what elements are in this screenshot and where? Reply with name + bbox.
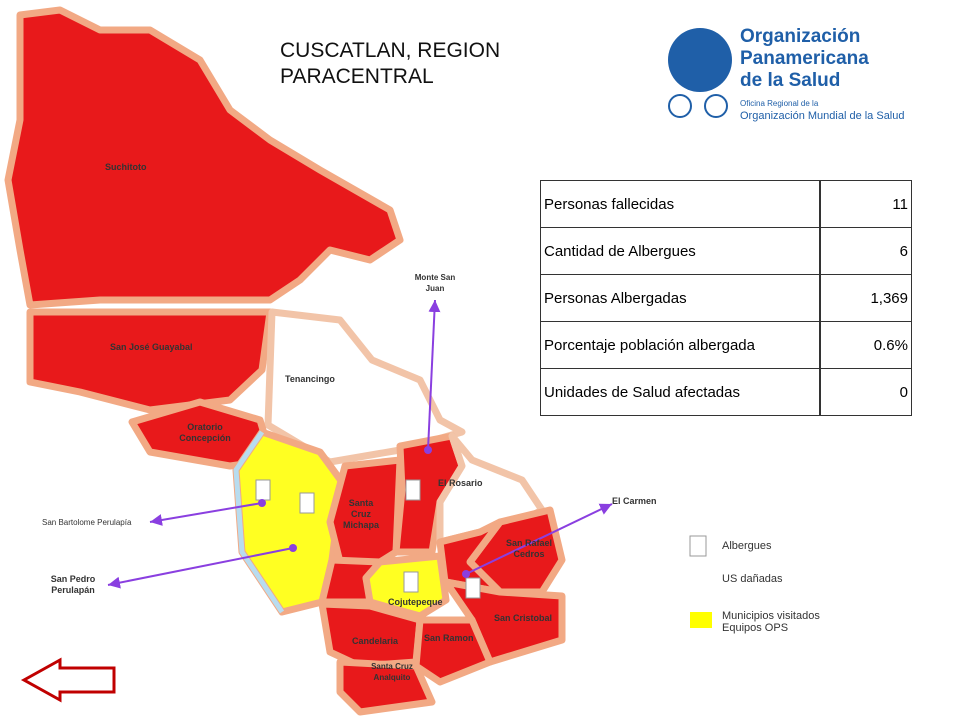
stats-table: Personas fallecidas 11 Cantidad de Albergu…: [540, 180, 912, 416]
shelter-icons: [255, 479, 707, 599]
map-label: San Rafael Cedros: [505, 538, 553, 559]
title: CUSCATLAN, REGION PARACENTRAL: [280, 39, 501, 88]
logo-line: de la Salud: [740, 70, 840, 91]
legend-label: Albergues: [722, 540, 772, 552]
map-label: Tenancingo: [285, 374, 335, 384]
table-row: Unidades de Salud afectadas 0: [540, 368, 912, 416]
map-label: Monte San Juan: [414, 273, 456, 293]
map-label: San Bartolome Perulapía: [42, 518, 132, 527]
map-label: Cojutepeque: [388, 597, 443, 607]
ramon: [412, 616, 494, 686]
map-label: Candelaria: [352, 636, 399, 646]
map-label: San José Guayabal: [110, 342, 193, 352]
logo: Organización Panamericana de la Salud Of…: [665, 20, 927, 125]
value-cell: 0: [819, 368, 912, 416]
table-row: Personas fallecidas 11: [540, 180, 912, 228]
logo-sub: Oficina Regional de la: [740, 99, 819, 108]
legend-label: Municipios visitados Equipos OPS: [722, 610, 820, 634]
arrows: [107, 299, 613, 589]
value-cell: 0.6%: [819, 321, 912, 369]
map-label: Santa Cruz Michapa: [342, 498, 379, 530]
map-label: Suchitoto: [105, 162, 147, 172]
value-cell: 6: [819, 227, 912, 275]
logo-line: Organización: [740, 26, 860, 47]
label-cell: Porcentaje población albergada: [540, 321, 821, 369]
map-label: San Ramon: [424, 633, 474, 643]
border: [233, 430, 285, 614]
map-label: San Pedro Perulapán: [50, 574, 96, 595]
map-label: Santa Cruz Analquito: [371, 662, 413, 682]
back-arrow[interactable]: [20, 657, 116, 703]
legend-swatch: [690, 612, 712, 628]
map-label: Oratorio Concepción: [179, 422, 231, 443]
table-row: Cantidad de Albergues 6: [540, 227, 912, 275]
logo-line: Panamericana: [740, 48, 869, 69]
table-row: Porcentaje población albergada 0.6%: [540, 321, 912, 369]
label-cell: Cantidad de Albergues: [540, 227, 821, 275]
label-cell: Personas Albergadas: [540, 274, 821, 322]
map-label: San Cristobal: [494, 613, 553, 623]
guayabal: [26, 308, 274, 414]
label-cell: Personas fallecidas: [540, 180, 821, 228]
table-row: Personas Albergadas 1,369: [540, 274, 912, 322]
analquito: [336, 658, 436, 716]
points: [258, 446, 470, 578]
legend-label: US dañadas: [722, 573, 783, 585]
logo-sub: Organización Mundial de la Salud: [740, 110, 905, 122]
value-cell: 11: [819, 180, 912, 228]
map-label: El Carmen: [612, 496, 657, 506]
map-label: El Rosario: [438, 478, 483, 488]
value-cell: 1,369: [819, 274, 912, 322]
suchitoto: [4, 6, 404, 309]
label-cell: Unidades de Salud afectadas: [540, 368, 821, 416]
candelaria: [318, 600, 424, 670]
